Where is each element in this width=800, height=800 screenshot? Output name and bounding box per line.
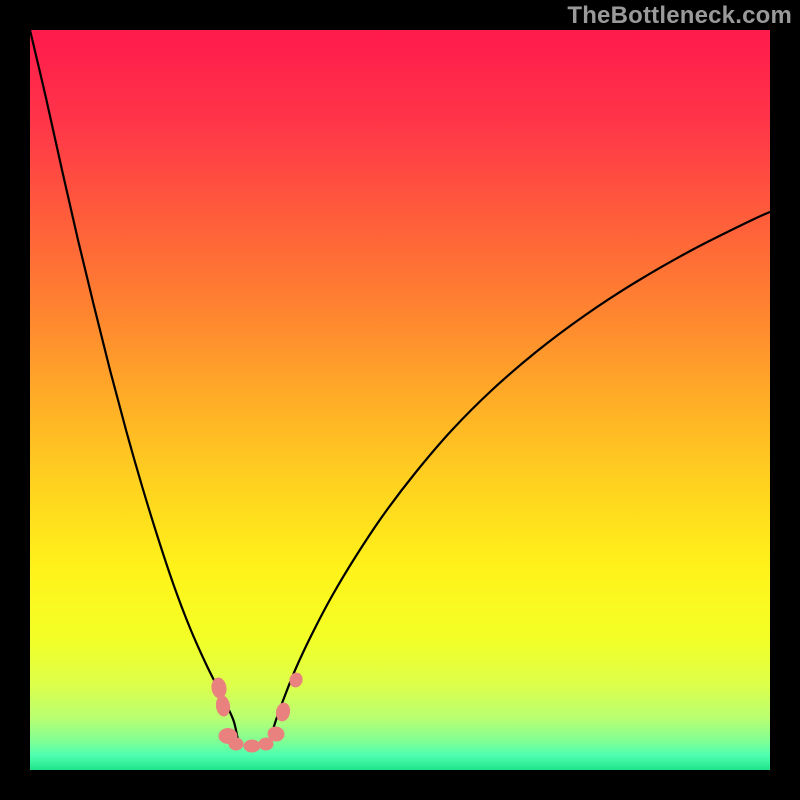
plot-background xyxy=(30,30,770,770)
bottleneck-plot xyxy=(0,0,800,800)
stage: TheBottleneck.com xyxy=(0,0,800,800)
curve-marker xyxy=(244,740,260,752)
curve-marker xyxy=(229,738,243,750)
watermark-text: TheBottleneck.com xyxy=(567,2,792,30)
